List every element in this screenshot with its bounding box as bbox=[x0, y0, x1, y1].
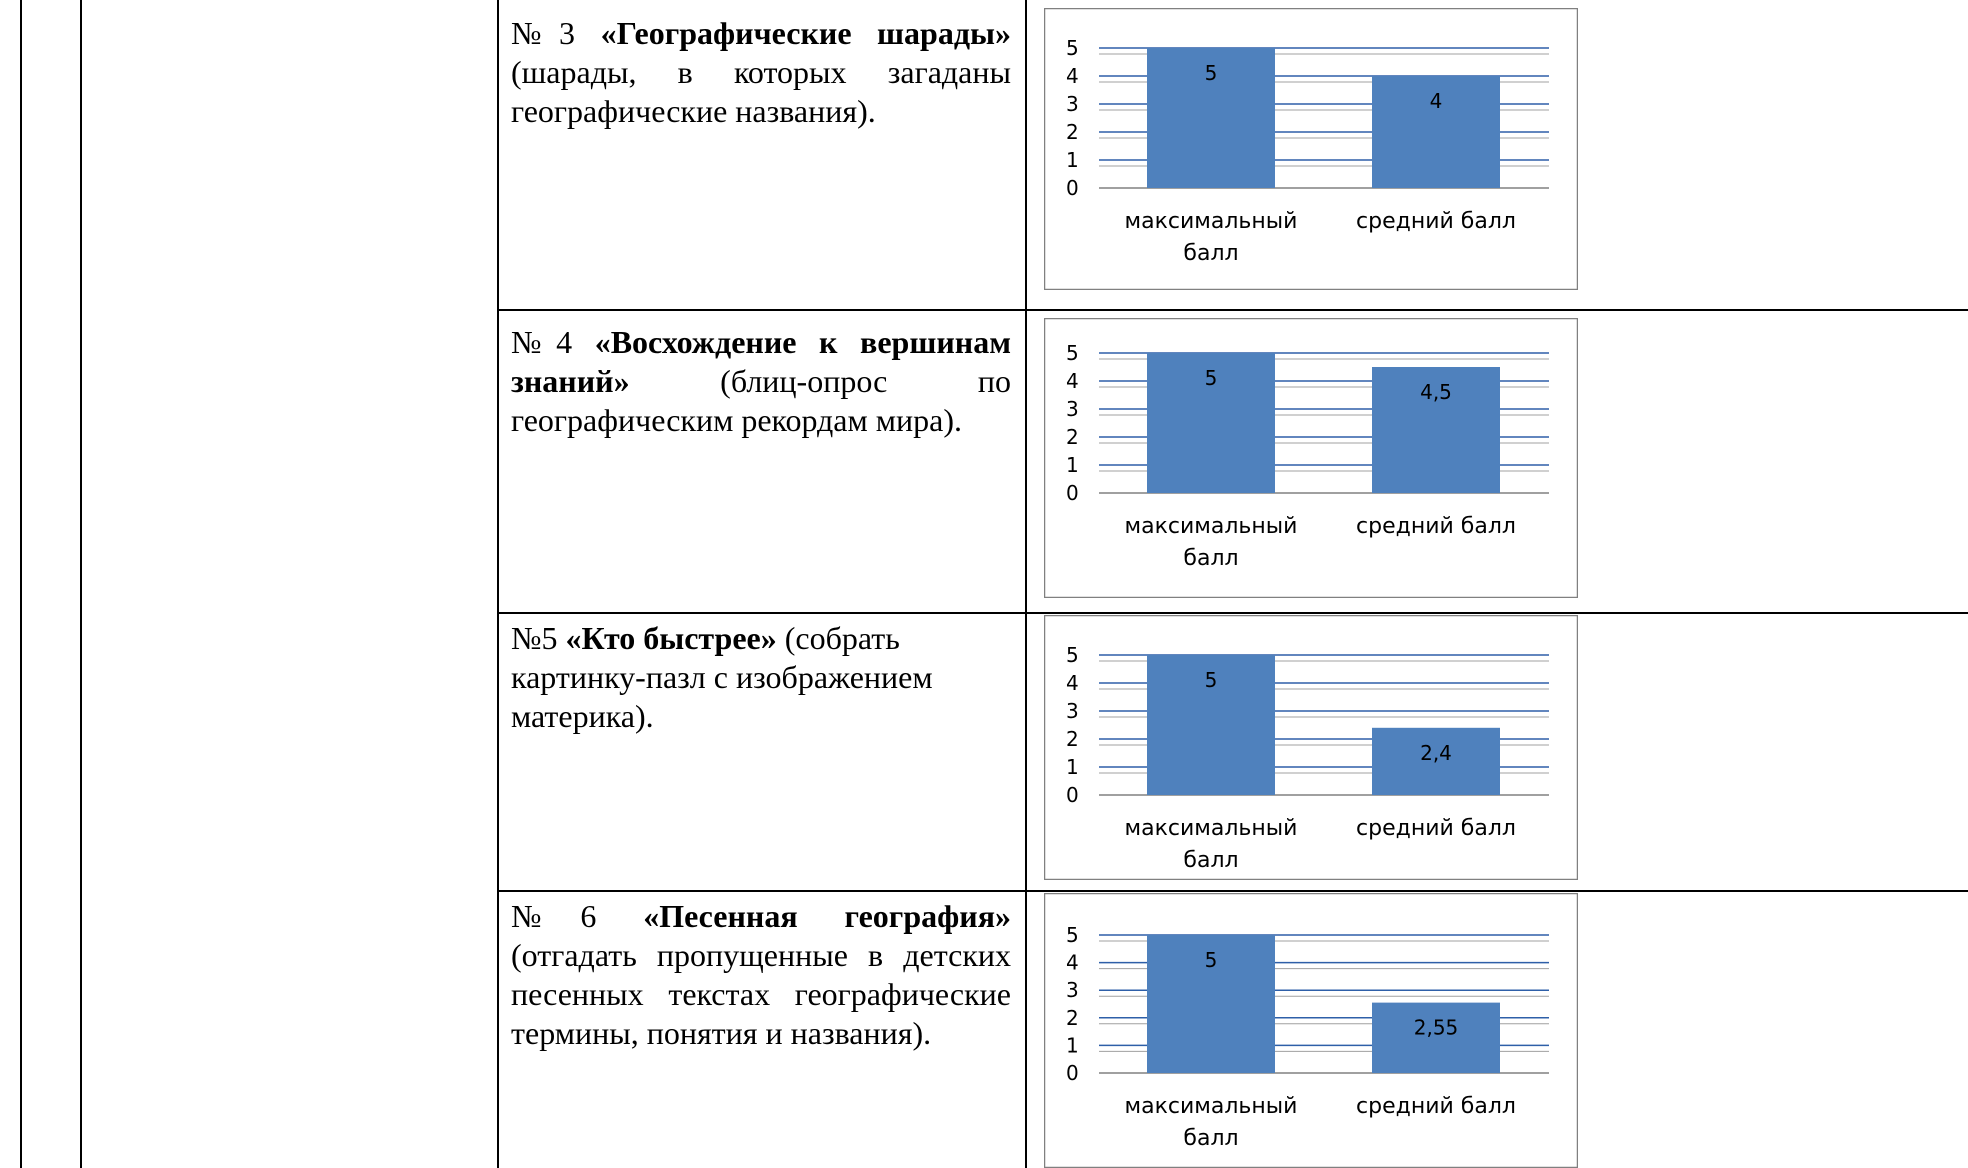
bar bbox=[1147, 655, 1275, 795]
bar bbox=[1372, 367, 1500, 493]
table-row-text: №6 «Песенная география» (отгадать пропущ… bbox=[511, 897, 1011, 1053]
y-tick-label: 1 bbox=[1066, 1033, 1079, 1057]
table-row-text: №3 «Географические шарады» (шарады, в ко… bbox=[511, 14, 1011, 131]
data-label: 5 bbox=[1205, 61, 1218, 85]
y-tick-label: 2 bbox=[1066, 1006, 1079, 1030]
y-tick-label: 2 bbox=[1066, 727, 1079, 751]
table-border-col3 bbox=[1025, 0, 1027, 1168]
data-label: 5 bbox=[1205, 366, 1218, 390]
x-tick-label: средний балл bbox=[1356, 209, 1516, 234]
chart-frame bbox=[1044, 615, 1578, 880]
y-tick-label: 1 bbox=[1066, 755, 1079, 779]
bar bbox=[1147, 935, 1275, 1073]
chart-frame bbox=[1044, 318, 1578, 598]
chart-svg: 0 1 2 3 4 5 5 4 максимальный балл средний балл bbox=[1044, 8, 1578, 290]
table-row-divider bbox=[497, 612, 1968, 614]
data-label: 2,55 bbox=[1414, 1016, 1459, 1040]
x-tick-label: средний балл bbox=[1356, 514, 1516, 539]
x-tick-label: максимальный bbox=[1125, 209, 1298, 234]
item-number: №5 bbox=[511, 620, 558, 656]
y-tick-label: 2 bbox=[1066, 425, 1079, 449]
table-row-divider bbox=[497, 890, 1968, 892]
bar-chart: 0 1 2 3 4 5 5 2,4 максимальный балл средний балл bbox=[1044, 615, 1578, 880]
y-tick-label: 0 bbox=[1066, 481, 1079, 505]
chart-svg: 0 1 2 3 4 5 5 4,5 максимальный балл средний балл bbox=[1044, 318, 1578, 598]
x-tick-label: балл bbox=[1183, 546, 1238, 571]
y-tick-label: 5 bbox=[1066, 643, 1079, 667]
y-tick-label: 4 bbox=[1066, 369, 1079, 393]
y-tick-label: 5 bbox=[1066, 36, 1079, 60]
data-label: 4 bbox=[1430, 89, 1443, 113]
data-label: 5 bbox=[1205, 668, 1218, 692]
x-tick-label: средний балл bbox=[1356, 1094, 1516, 1119]
bar bbox=[1372, 727, 1500, 795]
bar-chart: 0 1 2 3 4 5 5 4,5 максимальный балл средний балл bbox=[1044, 318, 1578, 598]
y-tick-label: 4 bbox=[1066, 671, 1079, 695]
chart-frame bbox=[1044, 8, 1578, 290]
item-title: «Песенная география» bbox=[643, 898, 1012, 934]
table-border-col1 bbox=[80, 0, 82, 1168]
bar bbox=[1372, 1002, 1500, 1073]
bar-chart: 0 1 2 3 4 5 5 2,55 максимальный балл средний балл bbox=[1044, 893, 1578, 1168]
item-number: №3 bbox=[511, 15, 576, 51]
x-tick-label: балл bbox=[1183, 1126, 1238, 1151]
table-row-text: №4 «Восхождение к вершинам знаний» (блиц… bbox=[511, 323, 1011, 440]
table-row-text: №5 «Кто быстрее» (собрать картинку-пазл … bbox=[511, 619, 1011, 736]
table-border-col2 bbox=[497, 0, 499, 1168]
y-tick-label: 5 bbox=[1066, 341, 1079, 365]
y-tick-label: 1 bbox=[1066, 148, 1079, 172]
y-tick-label: 4 bbox=[1066, 951, 1079, 975]
chart-svg: 0 1 2 3 4 5 5 2,55 максимальный балл средний балл bbox=[1044, 893, 1578, 1168]
y-tick-label: 3 bbox=[1066, 397, 1079, 421]
x-tick-label: балл bbox=[1183, 848, 1238, 873]
data-label: 5 bbox=[1205, 948, 1218, 972]
x-tick-label: максимальный bbox=[1125, 1094, 1298, 1119]
item-title: «Восхождение к вершинам знаний» bbox=[511, 324, 1012, 399]
y-tick-label: 3 bbox=[1066, 699, 1079, 723]
y-tick-label: 0 bbox=[1066, 176, 1079, 200]
y-tick-label: 2 bbox=[1066, 120, 1079, 144]
bar bbox=[1372, 76, 1500, 188]
data-label: 4,5 bbox=[1420, 380, 1452, 404]
table-row-divider bbox=[497, 309, 1968, 311]
bar-chart: 0 1 2 3 4 5 5 4 максимальный балл средний балл bbox=[1044, 8, 1578, 290]
y-tick-label: 3 bbox=[1066, 92, 1079, 116]
table-border-left bbox=[20, 0, 22, 1168]
item-number: №6 bbox=[511, 898, 597, 934]
bar bbox=[1147, 353, 1275, 493]
bar bbox=[1147, 48, 1275, 188]
y-tick-label: 1 bbox=[1066, 453, 1079, 477]
item-number: №4 bbox=[511, 324, 573, 360]
y-tick-label: 0 bbox=[1066, 1061, 1079, 1085]
y-tick-label: 0 bbox=[1066, 783, 1079, 807]
x-tick-label: максимальный bbox=[1125, 816, 1298, 841]
item-description: (отгадать пропущенные в детских песенных… bbox=[511, 937, 1011, 1051]
x-tick-label: максимальный bbox=[1125, 514, 1298, 539]
data-label: 2,4 bbox=[1420, 741, 1452, 765]
y-tick-label: 3 bbox=[1066, 978, 1079, 1002]
item-description: (собрать картинку-пазл с изображением ма… bbox=[511, 620, 933, 734]
x-tick-label: балл bbox=[1183, 241, 1238, 266]
item-title: «Кто быстрее» bbox=[565, 620, 777, 656]
x-tick-label: средний балл bbox=[1356, 816, 1516, 841]
y-tick-label: 5 bbox=[1066, 923, 1079, 947]
item-title: «Географические шарады» bbox=[600, 15, 1012, 51]
y-tick-label: 4 bbox=[1066, 64, 1079, 88]
item-description: (блиц-опрос по географическим рекордам м… bbox=[511, 363, 1011, 438]
chart-svg: 0 1 2 3 4 5 5 2,4 максимальный балл средний балл bbox=[1044, 615, 1578, 880]
item-description: (шарады, в которых загаданы географическ… bbox=[511, 54, 1011, 129]
